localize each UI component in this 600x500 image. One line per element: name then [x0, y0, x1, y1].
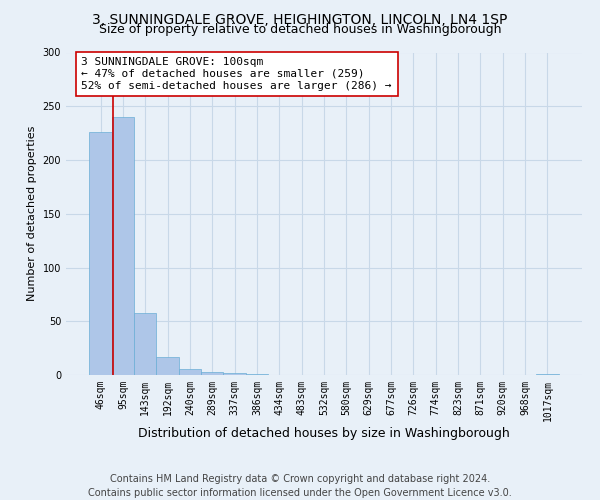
Text: 3, SUNNINGDALE GROVE, HEIGHINGTON, LINCOLN, LN4 1SP: 3, SUNNINGDALE GROVE, HEIGHINGTON, LINCO… [92, 12, 508, 26]
Bar [179, 368, 201, 375]
X-axis label: Distribution of detached houses by size in Washingborough: Distribution of detached houses by size … [138, 426, 510, 440]
Bar [134, 312, 157, 375]
Bar [223, 373, 246, 375]
Bar [89, 132, 112, 375]
Text: Contains HM Land Registry data © Crown copyright and database right 2024.
Contai: Contains HM Land Registry data © Crown c… [88, 474, 512, 498]
Text: 3 SUNNINGDALE GROVE: 100sqm
← 47% of detached houses are smaller (259)
52% of se: 3 SUNNINGDALE GROVE: 100sqm ← 47% of det… [82, 58, 392, 90]
Bar [536, 374, 559, 375]
Bar [157, 356, 179, 375]
Bar [246, 374, 268, 375]
Bar [112, 117, 134, 375]
Y-axis label: Number of detached properties: Number of detached properties [27, 126, 37, 302]
Bar [201, 372, 223, 375]
Text: Size of property relative to detached houses in Washingborough: Size of property relative to detached ho… [99, 22, 501, 36]
